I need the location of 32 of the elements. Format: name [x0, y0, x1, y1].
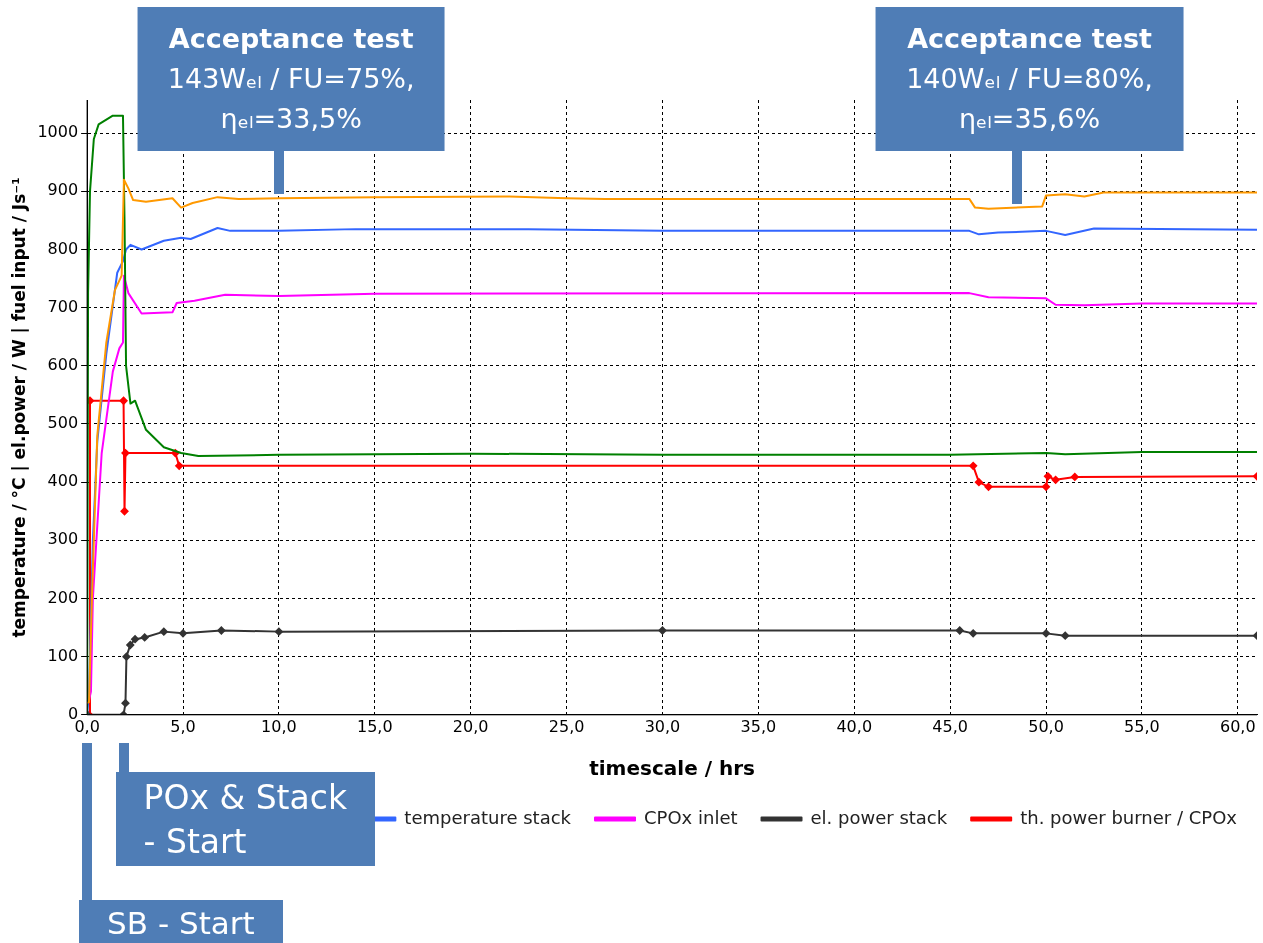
y-axis-title: temperature / °C | el.power / W | fuel input / Js⁻¹	[8, 177, 29, 638]
x-tick-label: 55,0	[1124, 716, 1160, 736]
y-tick-label: 800	[47, 238, 79, 258]
text: SB - Start	[79, 899, 283, 943]
x-tick-label: 45,0	[932, 716, 968, 736]
x-tick-label: 40,0	[836, 716, 873, 736]
annotation: Acceptance test 140Wₑₗ / FU=80%, ηₑₗ=35,6%	[875, 7, 1184, 151]
legend-label: th. power burner / CPOx	[1020, 806, 1238, 828]
x-tick-label: 20,0	[452, 716, 489, 736]
x-tick-label: 25,0	[548, 716, 585, 736]
x-tick-label: 10,0	[261, 716, 297, 736]
x-tick-label: 60,0	[1220, 716, 1256, 736]
x-tick-label: 15,0	[356, 716, 393, 736]
x-tick-label: 30,0	[644, 716, 681, 736]
annotation: POx & Stack - Start	[115, 771, 376, 866]
y-tick-label: 700	[47, 296, 79, 316]
x-tick-label: 50,0	[1028, 716, 1064, 736]
y-tick-label: 200	[47, 587, 79, 607]
x-tick-label: 5,0	[170, 716, 196, 736]
y-tick-label: 500	[47, 413, 79, 433]
x-axis-title: timescale / hrs	[589, 756, 755, 781]
y-tick-label: 1000	[37, 122, 79, 142]
legend-label: el. power stack	[810, 806, 948, 828]
y-tick-label: 900	[47, 180, 79, 200]
y-tick-label: 400	[47, 471, 79, 491]
annotation: Acceptance test 143Wₑₗ / FU=75%, ηₑₗ=33,5%	[137, 7, 445, 151]
y-tick-label: 100	[47, 645, 79, 665]
legend-label: temperature stack	[404, 806, 572, 828]
y-tick-label: 300	[47, 529, 79, 549]
x-tick-label: 35,0	[740, 716, 777, 736]
legend-label: CPOx inlet	[644, 806, 738, 828]
y-tick-label: 600	[47, 354, 79, 374]
